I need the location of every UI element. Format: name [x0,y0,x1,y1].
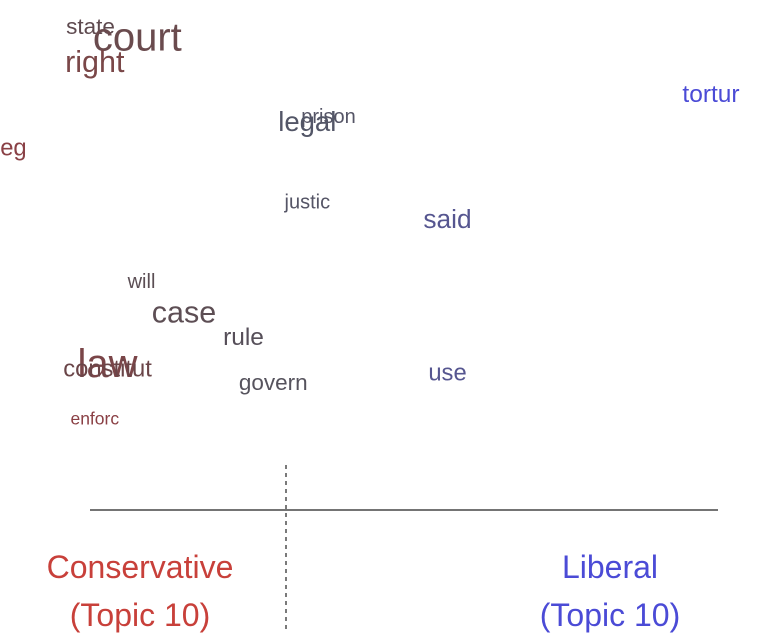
word-right: right [65,45,125,79]
word-illeg: illeg [0,135,27,162]
word-law: law [77,342,137,386]
words-layer: statecourtrighttorturprisonlegalimmigril… [0,14,740,429]
word-govern: govern [239,370,308,395]
word-tortur: tortur [682,81,739,108]
word-said: said [423,204,471,234]
liberal-label: Liberal [562,549,658,585]
word-rule: rule [223,324,264,351]
liberal-topic-label: (Topic 10) [540,597,681,633]
word-enforc: enforc [70,409,119,429]
word-use: use [428,359,466,386]
conservative-label: Conservative [47,549,234,585]
word-legal: legal [278,106,336,137]
word-state: state [66,14,115,39]
word-court: court [93,15,182,59]
word-prison: prison [301,106,355,128]
word-justic: justic [284,191,331,213]
word-will: will [127,271,156,293]
conservative-topic-label: (Topic 10) [70,597,211,633]
word-case: case [152,296,216,330]
word-constitut: constitut [63,356,152,383]
